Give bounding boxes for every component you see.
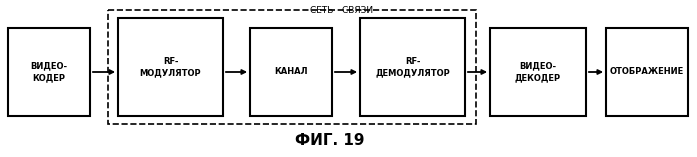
Text: RF-
МОДУЛЯТОР: RF- МОДУЛЯТОР [139,57,201,77]
Bar [8,28,90,116]
Bar [108,10,476,124]
Bar [360,18,465,116]
Text: ОТОБРАЖЕНИЕ: ОТОБРАЖЕНИЕ [610,68,684,76]
Text: ВИДЕО-
КОДЕР: ВИДЕО- КОДЕР [31,62,68,82]
Bar [118,18,223,116]
Bar [606,28,688,116]
Bar [250,28,332,116]
Text: СЕТЬ   СВЯЗИ: СЕТЬ СВЯЗИ [310,6,374,15]
Bar [490,28,586,116]
Text: ВИДЕО-
ДЕКОДЕР: ВИДЕО- ДЕКОДЕР [515,62,561,82]
Text: ФИГ. 19: ФИГ. 19 [296,133,365,148]
Text: RF-
ДЕМОДУЛЯТОР: RF- ДЕМОДУЛЯТОР [375,57,450,77]
Text: КАНАЛ: КАНАЛ [274,68,308,76]
